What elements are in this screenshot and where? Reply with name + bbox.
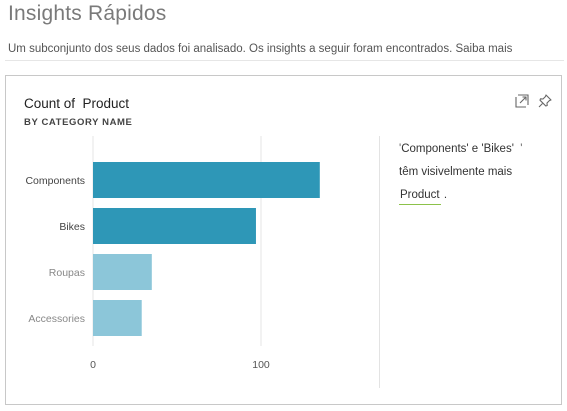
bar-accessories (93, 300, 142, 336)
insight-period: . (443, 189, 448, 201)
y-category-label: Roupas (49, 267, 85, 279)
x-tick-label: 0 (90, 359, 96, 371)
insight-quote-open: ' (399, 143, 402, 155)
y-category-label: Components (25, 175, 85, 187)
header-divider (5, 60, 564, 61)
bar-chart: 0 100 Components Bikes Roupas Accessories (25, 136, 320, 371)
card-title: Count of Product (24, 96, 130, 111)
insight-line-3: Product . (399, 184, 549, 207)
subtitle-text: Um subconjunto dos seus dados foi analis… (8, 43, 453, 55)
x-tick-label: 100 (252, 359, 270, 371)
page-subtitle: Um subconjunto dos seus dados foi analis… (8, 43, 512, 55)
bar-roupas (93, 254, 152, 290)
insight-line-2: têm visivelmente mais (399, 166, 513, 178)
card-divider (379, 136, 380, 388)
learn-more-link[interactable]: Saiba mais (455, 43, 513, 55)
insight-quote-close: ' (520, 143, 523, 155)
card-subtitle: BY CATEGORY NAME (24, 117, 133, 128)
insight-categories: Components' e 'Bikes' (401, 143, 514, 155)
insight-field: Product (399, 186, 441, 205)
insight-card[interactable]: Count of Product BY CATEGORY NAME 0 100 Co… (5, 75, 562, 405)
y-category-label: Accessories (28, 313, 85, 325)
pin-icon[interactable] (537, 93, 553, 109)
bar-bikes (93, 208, 256, 244)
page-title: Insights Rápidos (8, 2, 167, 25)
insight-text: 'Components' e 'Bikes' ' têm visivelment… (399, 138, 549, 207)
insight-line-1: 'Components' e 'Bikes' ' (399, 138, 549, 161)
expand-icon[interactable] (514, 93, 530, 109)
y-category-label: Bikes (59, 221, 85, 233)
bar-components (93, 162, 320, 198)
